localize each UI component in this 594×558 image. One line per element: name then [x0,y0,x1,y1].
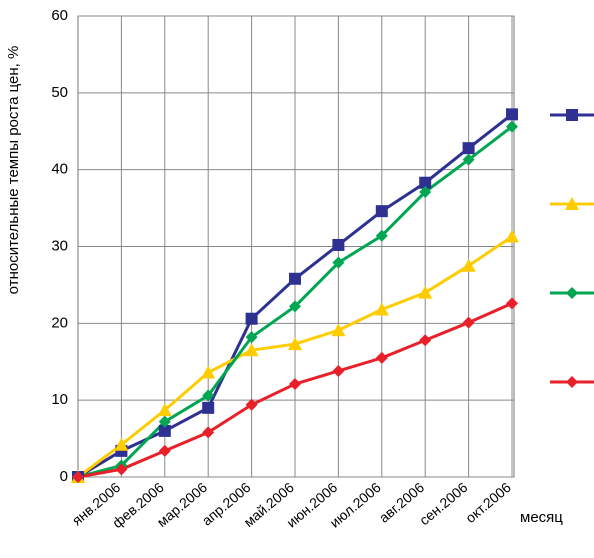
y-tick-label: 20 [51,314,68,331]
marker [506,120,518,133]
marker [462,142,475,155]
y-tick-label: 0 [60,468,68,485]
marker [419,185,432,198]
marker [332,364,345,377]
marker [289,378,301,391]
marker [331,323,346,337]
y-axis-label: относительные темпы роста цен, % [5,46,22,295]
marker [332,238,345,251]
marker [245,312,258,325]
marker [506,108,518,121]
x-tick-label: окт.2006 [462,479,514,526]
marker [158,415,171,428]
marker [505,229,519,243]
marker [375,205,388,218]
marker [245,398,258,411]
marker [461,258,476,272]
marker [332,256,345,269]
legend-marker [565,197,579,210]
marker [158,424,171,437]
marker [158,444,171,457]
y-tick-label: 60 [51,7,68,24]
marker [202,389,215,402]
marker [245,331,258,344]
marker [72,471,84,483]
marker [419,176,432,189]
marker [462,316,475,329]
marker [201,365,216,379]
marker [506,297,518,310]
marker [288,337,302,351]
marker [244,343,259,357]
legend-marker [566,109,578,121]
marker [114,437,129,451]
marker [289,272,301,285]
y-tick-label: 10 [51,391,68,408]
marker [374,302,389,316]
x-axis-label: месяц [520,509,563,526]
x-tick-label: сен.2006 [416,479,471,528]
legend-marker [566,287,578,299]
marker [157,403,172,417]
marker [419,334,432,347]
y-tick-label: 40 [51,161,68,178]
marker [375,229,388,242]
marker [289,300,301,313]
marker [202,426,215,439]
marker [418,285,433,299]
y-tick-label: 50 [51,84,68,101]
marker [202,401,215,414]
marker [375,351,388,364]
y-tick-label: 30 [51,237,68,254]
legend-marker [566,376,578,388]
marker [462,153,475,166]
marker [115,463,128,476]
